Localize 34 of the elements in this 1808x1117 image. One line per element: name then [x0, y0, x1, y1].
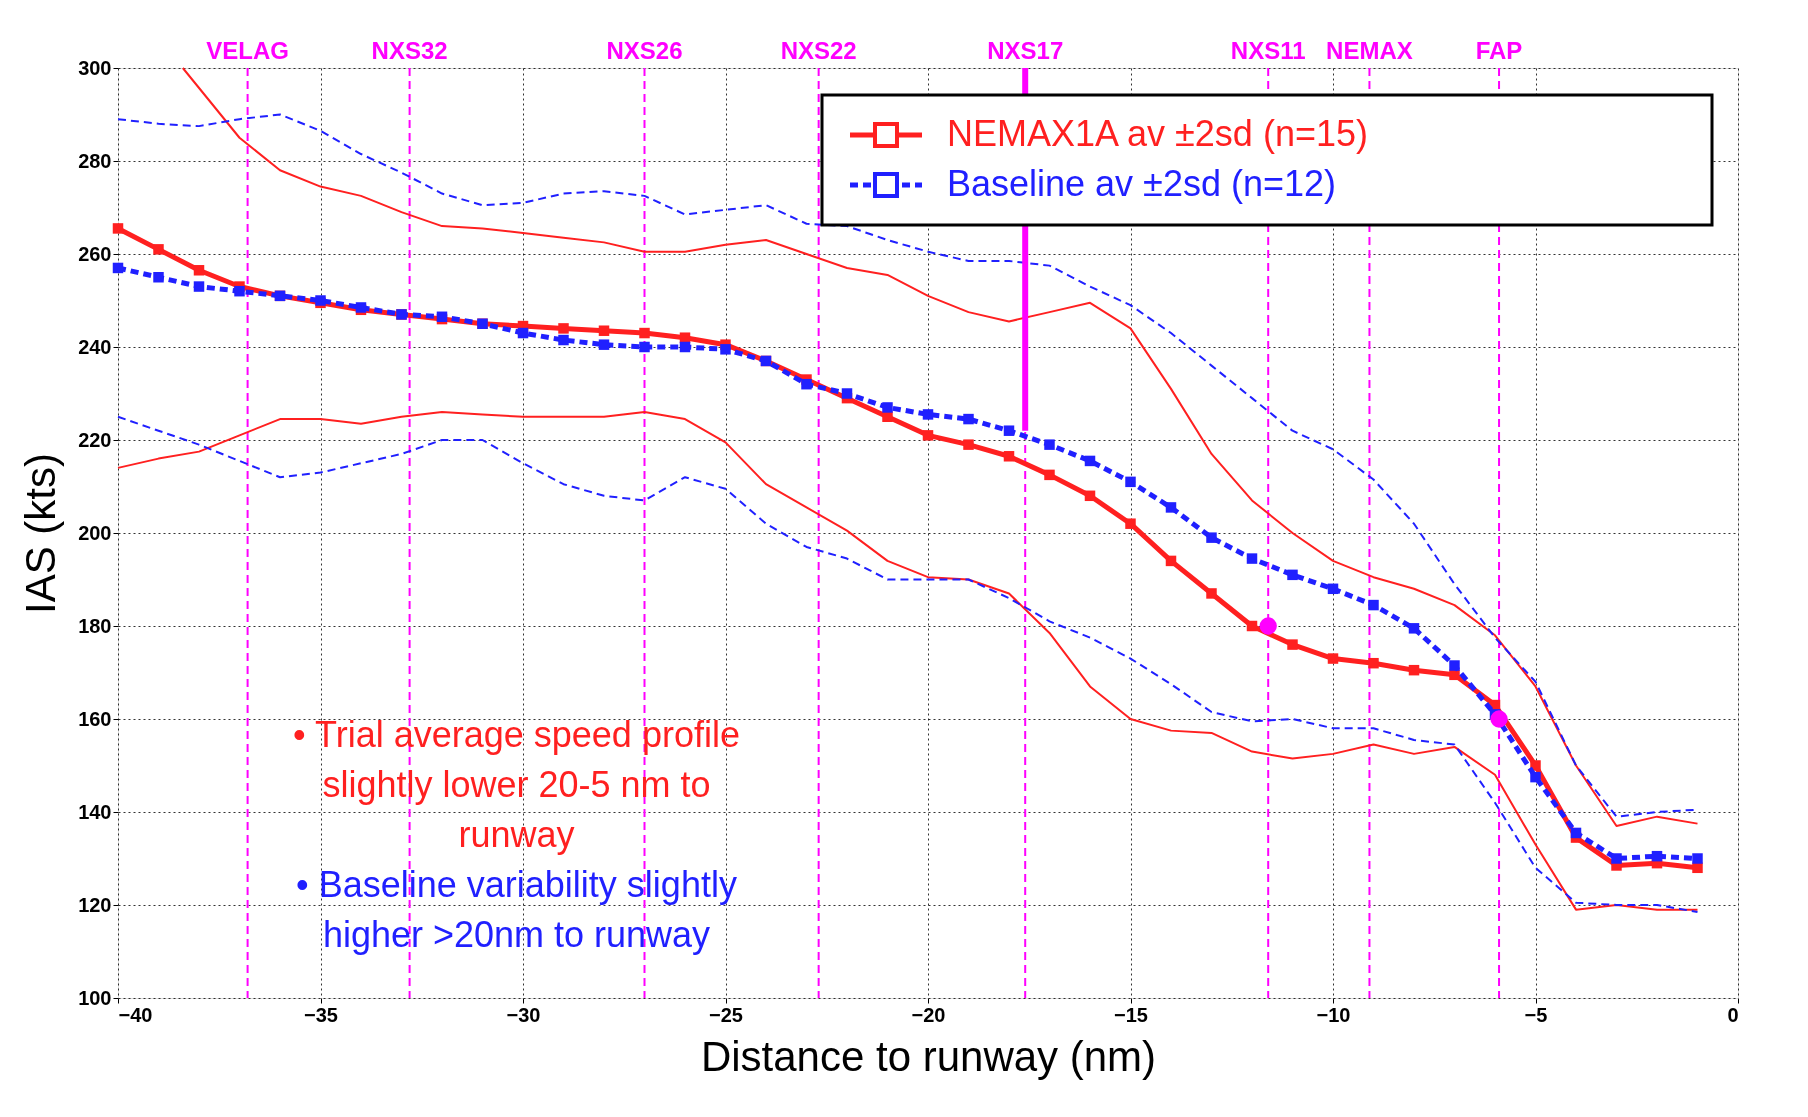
y-tick-label: 200	[78, 521, 112, 544]
y-tick-label: 180	[78, 614, 112, 637]
y-tick-label: 260	[78, 242, 112, 265]
x-tick-label: −10	[1316, 1003, 1351, 1026]
y-tick-label: 220	[78, 428, 112, 451]
ref-line-label: VELAG	[206, 37, 289, 64]
x-tick-label: −15	[1114, 1003, 1148, 1026]
legend-label: Baseline av ±2sd (n=12)	[947, 163, 1336, 204]
legend-label: NEMAX1A av ±2sd (n=15)	[947, 113, 1368, 154]
ref-line-label: NXS22	[780, 37, 857, 64]
y-tick-label: 240	[78, 335, 112, 358]
x-tick-label: −25	[709, 1003, 743, 1026]
annotation: • Baseline variability slightly higher >20nm to runway	[296, 864, 737, 955]
y-tick-label: 100	[78, 986, 112, 1009]
y-axis-title: IAS (kts)	[17, 452, 65, 615]
x-tick-label: −5	[1524, 1003, 1548, 1026]
ref-line-label: NXS17	[987, 37, 1064, 64]
ref-line-label: FAP	[1475, 37, 1523, 64]
x-tick-label: 0	[1727, 1003, 1739, 1026]
x-tick-label: −20	[911, 1003, 946, 1026]
y-tick-label: 120	[78, 893, 112, 916]
x-axis-title: Distance to runway (nm)	[700, 1032, 1157, 1080]
ref-line-label: NXS32	[371, 37, 448, 64]
y-tick-label: 160	[78, 707, 112, 730]
x-tick-label: −30	[506, 1003, 541, 1026]
ref-line-label: NXS11	[1230, 37, 1306, 64]
y-tick-label: 140	[78, 800, 112, 823]
y-tick-label: 300	[78, 56, 112, 79]
y-tick-label: 280	[78, 149, 112, 172]
ref-line-label: NEMAX	[1326, 37, 1413, 64]
x-tick-label: −40	[118, 1003, 153, 1026]
x-tick-label: −35	[304, 1003, 338, 1026]
annotation: • Trial average speed profile slightly lower 20-5 nm to runway	[293, 714, 740, 855]
ref-line-label: NXS26	[606, 37, 683, 64]
